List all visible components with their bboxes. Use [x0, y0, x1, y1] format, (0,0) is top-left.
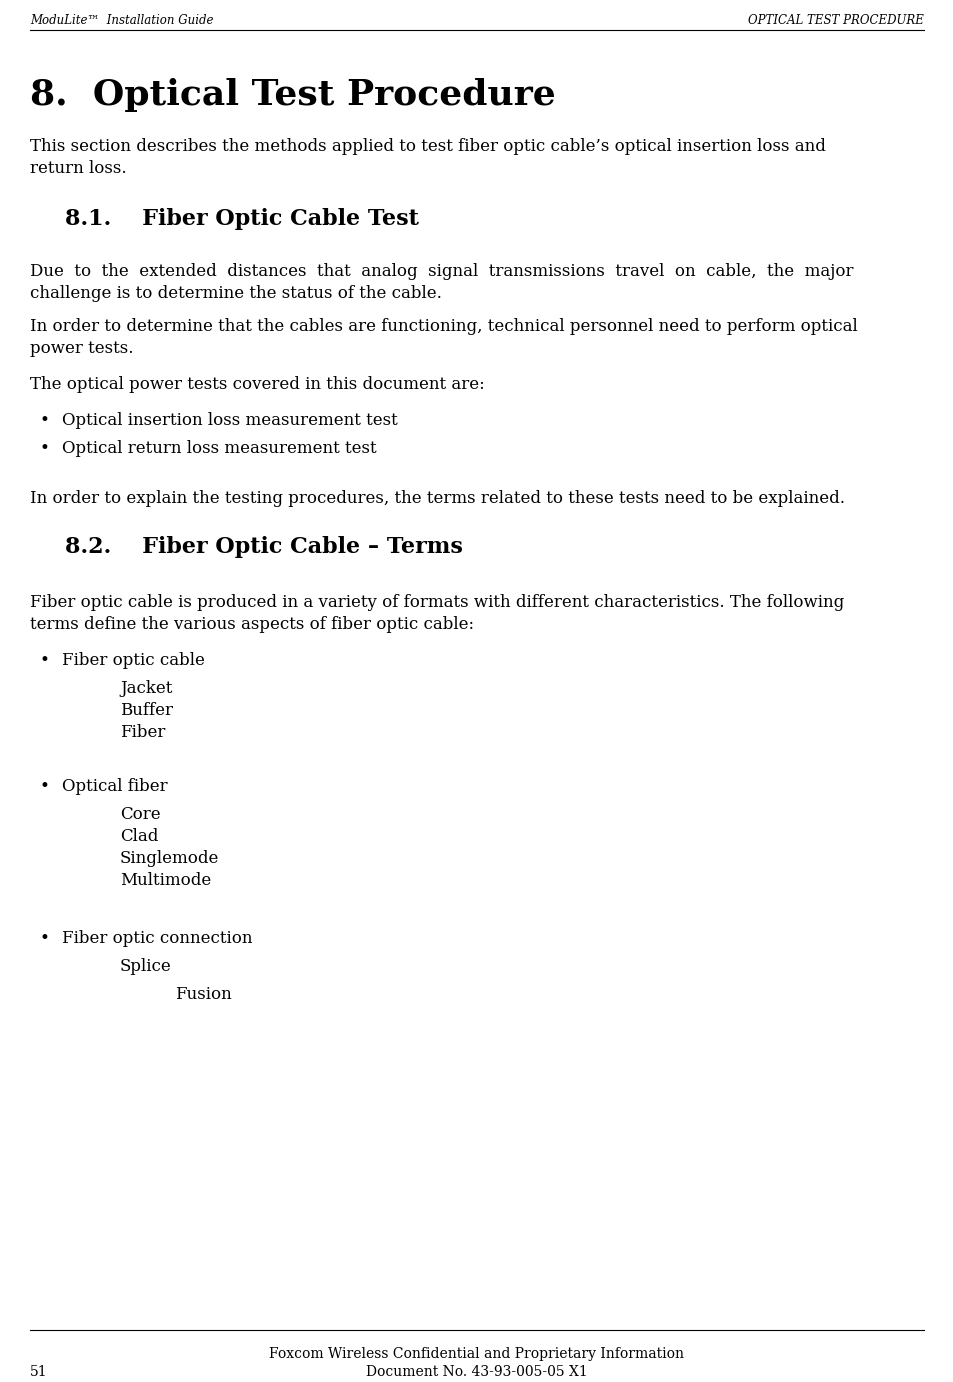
Text: ModuLite™  Installation Guide: ModuLite™ Installation Guide: [30, 14, 213, 28]
Text: This section describes the methods applied to test fiber optic cable’s optical i: This section describes the methods appli…: [30, 138, 825, 155]
Text: Fiber optic cable is produced in a variety of formats with different characteris: Fiber optic cable is produced in a varie…: [30, 594, 843, 611]
Text: Singlemode: Singlemode: [120, 850, 219, 867]
Text: 8.  Optical Test Procedure: 8. Optical Test Procedure: [30, 77, 556, 112]
Text: Buffer: Buffer: [120, 702, 172, 719]
Text: Document No. 43-93-005-05 X1: Document No. 43-93-005-05 X1: [366, 1365, 587, 1379]
Text: Jacket: Jacket: [120, 680, 172, 697]
Text: Fiber: Fiber: [120, 724, 165, 741]
Text: In order to explain the testing procedures, the terms related to these tests nee: In order to explain the testing procedur…: [30, 491, 844, 507]
Text: Fusion: Fusion: [174, 985, 232, 1003]
Text: In order to determine that the cables are functioning, technical personnel need : In order to determine that the cables ar…: [30, 318, 857, 334]
Text: power tests.: power tests.: [30, 340, 133, 357]
Text: The optical power tests covered in this document are:: The optical power tests covered in this …: [30, 376, 484, 392]
Text: Fiber optic cable: Fiber optic cable: [62, 652, 205, 669]
Text: challenge is to determine the status of the cable.: challenge is to determine the status of …: [30, 285, 441, 303]
Text: Clad: Clad: [120, 828, 158, 844]
Text: OPTICAL TEST PROCEDURE: OPTICAL TEST PROCEDURE: [747, 14, 923, 28]
Text: Splice: Splice: [120, 958, 172, 974]
Text: terms define the various aspects of fiber optic cable:: terms define the various aspects of fibe…: [30, 616, 474, 633]
Text: •: •: [40, 439, 50, 457]
Text: Core: Core: [120, 806, 160, 824]
Text: Multimode: Multimode: [120, 872, 211, 889]
Text: 8.2.    Fiber Optic Cable – Terms: 8.2. Fiber Optic Cable – Terms: [65, 536, 462, 558]
Text: 8.1.    Fiber Optic Cable Test: 8.1. Fiber Optic Cable Test: [65, 209, 418, 229]
Text: Fiber optic connection: Fiber optic connection: [62, 930, 253, 947]
Text: 51: 51: [30, 1365, 48, 1379]
Text: Due  to  the  extended  distances  that  analog  signal  transmissions  travel  : Due to the extended distances that analo…: [30, 263, 853, 281]
Text: Optical insertion loss measurement test: Optical insertion loss measurement test: [62, 412, 397, 428]
Text: •: •: [40, 930, 50, 947]
Text: return loss.: return loss.: [30, 160, 127, 177]
Text: Foxcom Wireless Confidential and Proprietary Information: Foxcom Wireless Confidential and Proprie…: [269, 1347, 684, 1361]
Text: •: •: [40, 412, 50, 428]
Text: Optical fiber: Optical fiber: [62, 778, 168, 795]
Text: Optical return loss measurement test: Optical return loss measurement test: [62, 439, 376, 457]
Text: •: •: [40, 652, 50, 669]
Text: •: •: [40, 778, 50, 795]
